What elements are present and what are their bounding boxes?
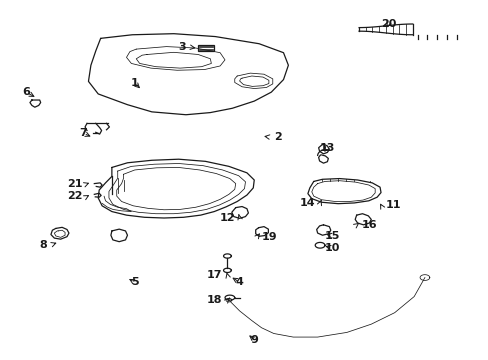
Text: 16: 16 — [361, 220, 376, 230]
Text: 5: 5 — [131, 277, 138, 287]
Text: 15: 15 — [324, 231, 339, 240]
Text: 4: 4 — [235, 277, 243, 287]
Text: 1: 1 — [131, 78, 139, 88]
Text: 21: 21 — [67, 179, 82, 189]
Text: 6: 6 — [22, 87, 30, 97]
Text: 17: 17 — [206, 270, 222, 280]
Bar — [198, 45, 213, 51]
Text: 20: 20 — [380, 19, 395, 29]
Text: 8: 8 — [39, 239, 47, 249]
Text: 13: 13 — [319, 143, 334, 153]
Text: 22: 22 — [67, 191, 82, 201]
Text: 7: 7 — [80, 129, 87, 138]
Text: 19: 19 — [261, 232, 277, 242]
Text: 11: 11 — [385, 200, 401, 210]
Text: 14: 14 — [299, 198, 315, 208]
Text: 10: 10 — [324, 243, 339, 253]
Text: 9: 9 — [250, 334, 258, 345]
Text: 2: 2 — [273, 132, 281, 142]
Text: 3: 3 — [178, 42, 185, 52]
Text: 18: 18 — [206, 295, 222, 305]
Text: 12: 12 — [219, 213, 234, 222]
